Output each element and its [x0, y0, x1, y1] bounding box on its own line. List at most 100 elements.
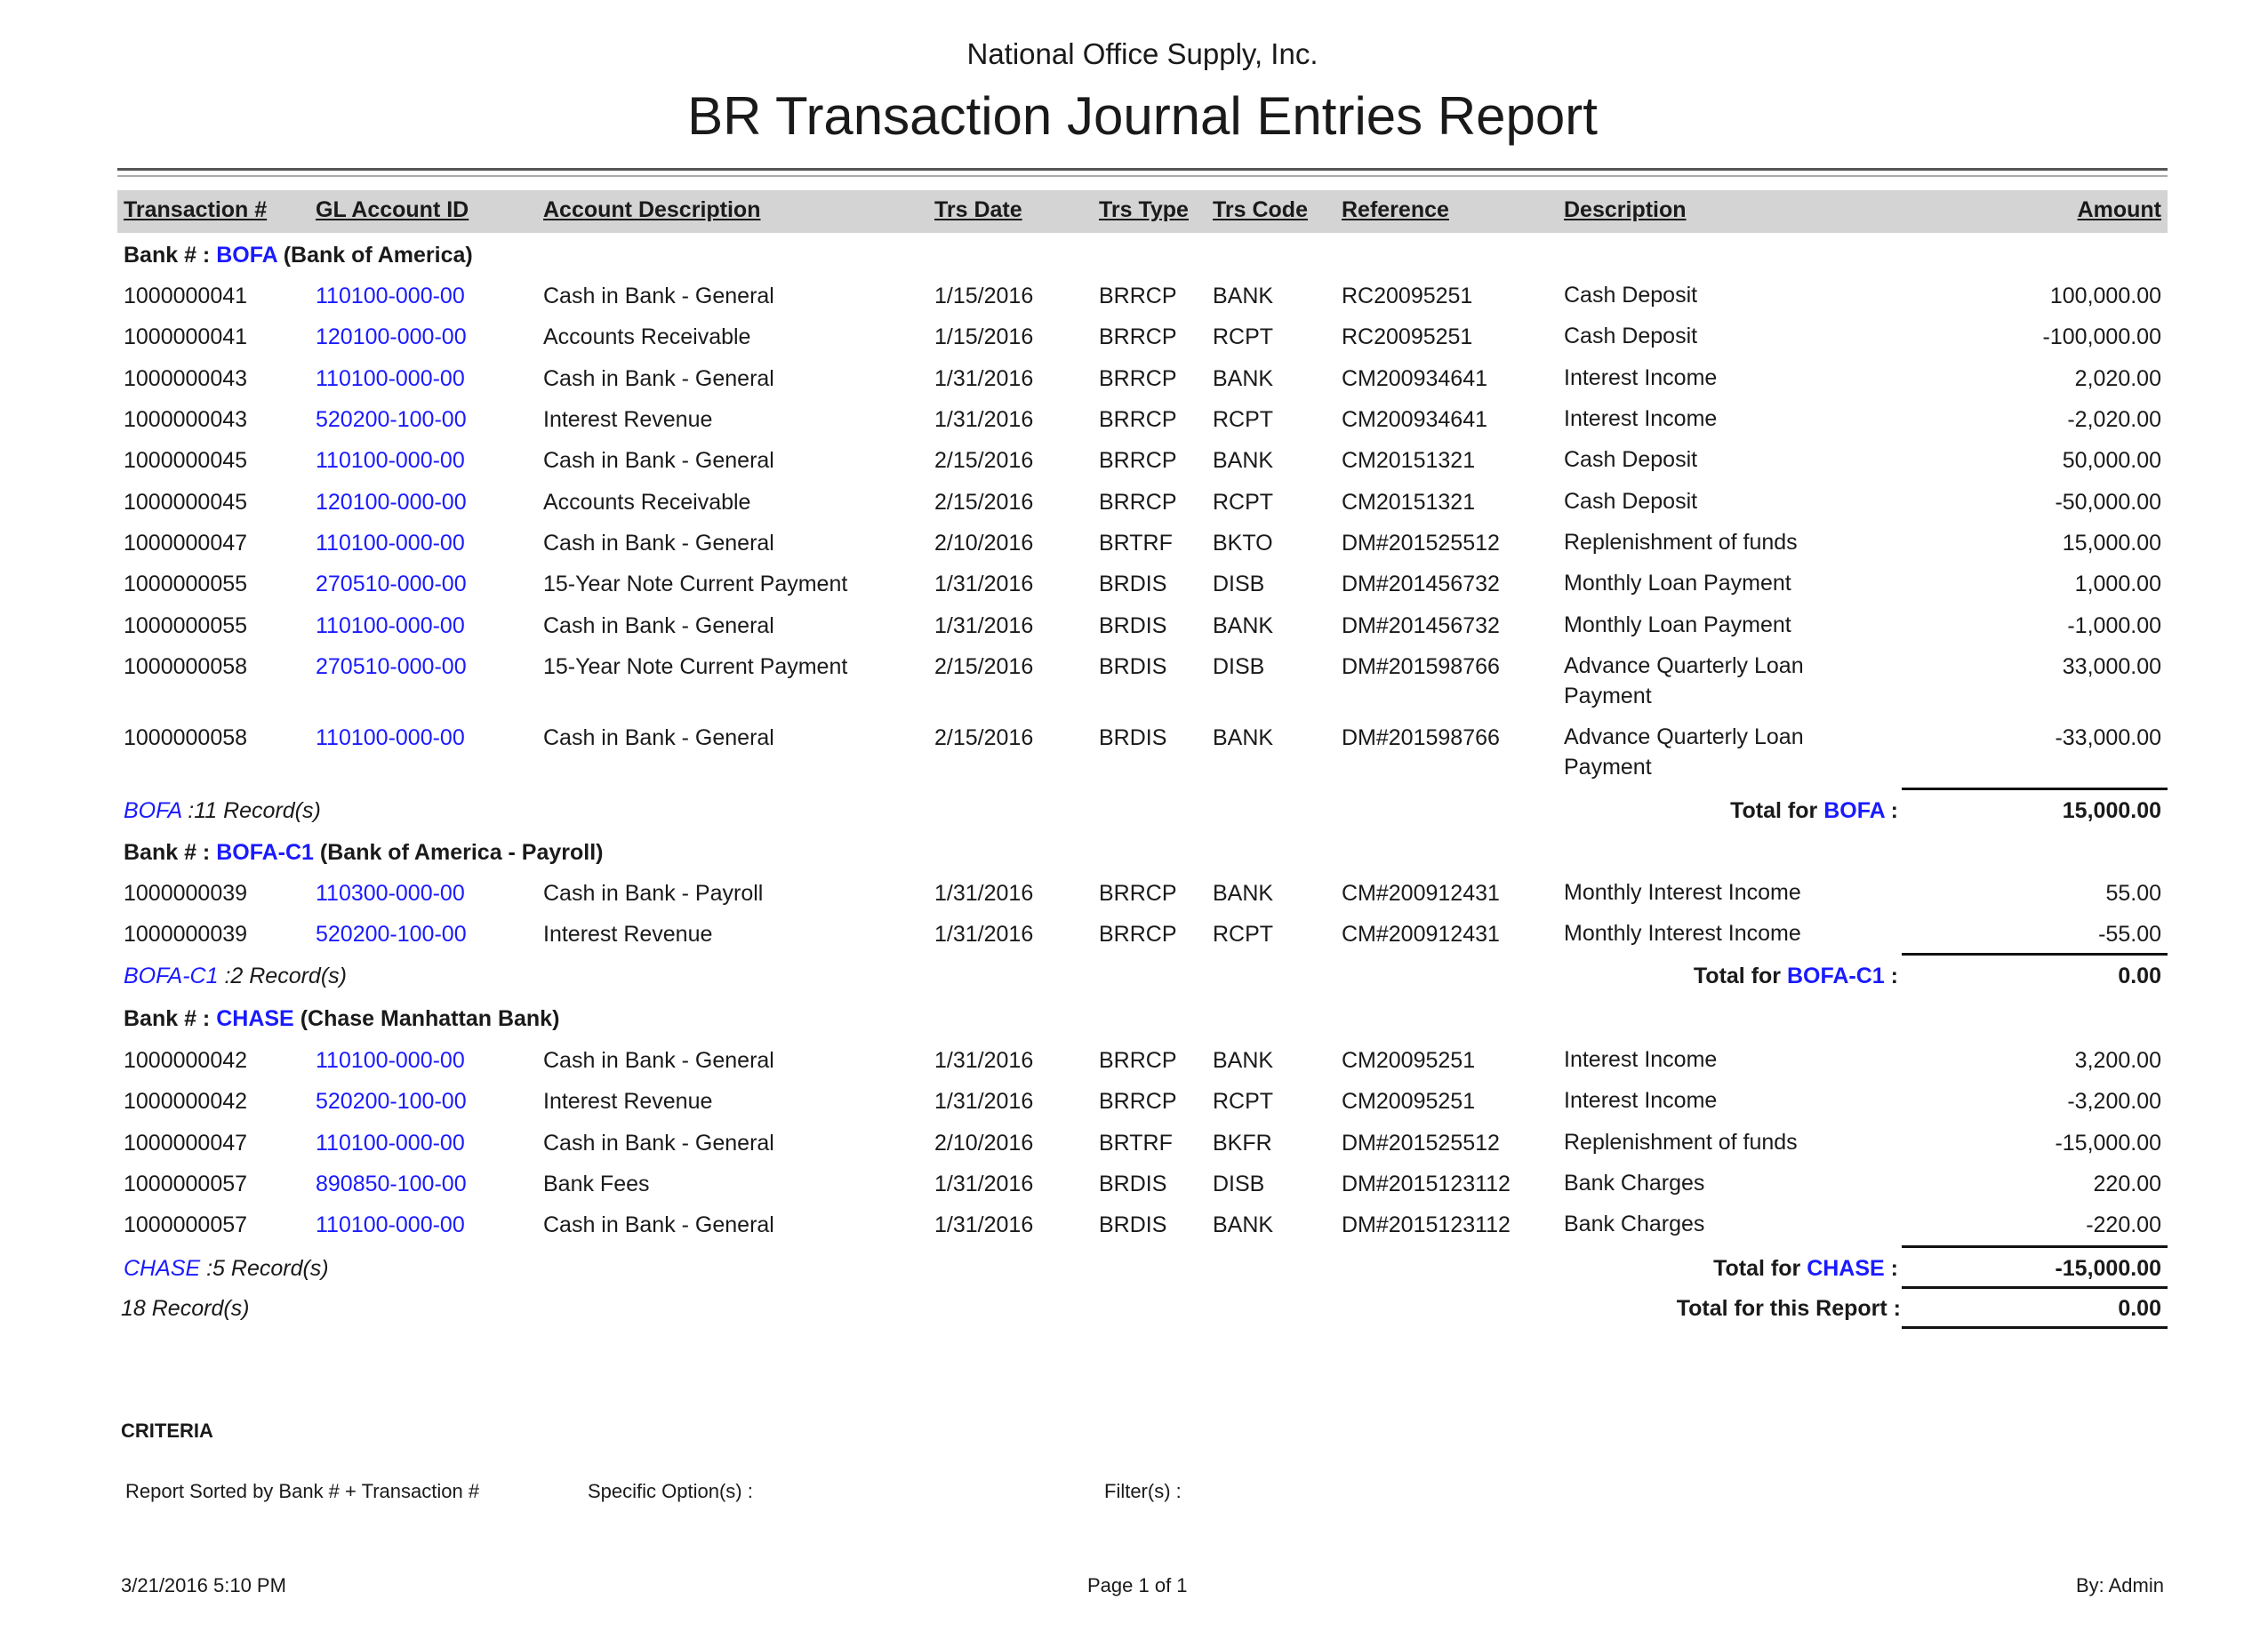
cell-amount: 3,200.00 — [2074, 1048, 2161, 1073]
cell-gl-account-id[interactable]: 520200-100-00 — [316, 1089, 467, 1114]
cell-description: Cash Deposit — [1564, 489, 1698, 514]
column-header-reference[interactable]: Reference — [1342, 197, 1449, 222]
cell-reference: DM#201525512 — [1342, 1131, 1500, 1156]
cell-transaction-number: 1000000057 — [124, 1172, 248, 1196]
bank-group-header: Bank # : BOFA (Bank of America) — [124, 243, 473, 268]
cell-reference: RC20095251 — [1342, 324, 1473, 349]
cell-amount: -3,200.00 — [2067, 1089, 2161, 1114]
total-for-text: Total for — [1730, 798, 1818, 823]
cell-reference: DM#201598766 — [1342, 725, 1500, 750]
cell-trs-type: BRRCP — [1099, 881, 1177, 906]
cell-account-description: Bank Fees — [543, 1172, 650, 1196]
column-header-band — [117, 190, 2168, 233]
cell-account-description: Cash in Bank - General — [543, 725, 774, 750]
bank-total-label: Total for CHASE : — [1713, 1256, 1898, 1281]
cell-trs-code: DISB — [1213, 572, 1265, 596]
footer-print-date: 3/21/2016 5:10 PM — [121, 1574, 286, 1596]
footer-user: By: Admin — [2075, 1574, 2164, 1596]
cell-reference: CM20151321 — [1342, 490, 1476, 515]
cell-trs-date: 2/10/2016 — [934, 1131, 1034, 1156]
cell-amount: -1,000.00 — [2067, 613, 2161, 638]
column-header-transaction-number[interactable]: Transaction # — [124, 197, 268, 222]
cell-trs-code: BKTO — [1213, 531, 1273, 556]
cell-trs-code: RCPT — [1213, 490, 1274, 515]
bank-label: Bank # : — [124, 243, 211, 268]
cell-transaction-number: 1000000041 — [124, 324, 248, 349]
cell-trs-code: RCPT — [1213, 1089, 1274, 1114]
cell-gl-account-id[interactable]: 520200-100-00 — [316, 407, 467, 432]
column-header-account-description[interactable]: Account Description — [543, 197, 761, 222]
cell-trs-type: BRDIS — [1099, 572, 1167, 596]
total-for-text: Total for — [1693, 964, 1782, 988]
cell-gl-account-id[interactable]: 110100-000-00 — [316, 1212, 465, 1237]
cell-trs-type: BRRCP — [1099, 1089, 1177, 1114]
cell-gl-account-id[interactable]: 110100-000-00 — [316, 613, 465, 638]
cell-description: Bank Charges — [1564, 1171, 1705, 1196]
bank-code-link[interactable]: CHASE — [124, 1256, 201, 1281]
cell-description: Monthly Loan Payment — [1564, 612, 1791, 637]
bank-code-link[interactable]: BOFA — [124, 798, 182, 823]
column-header-description[interactable]: Description — [1564, 197, 1687, 222]
criteria-title: CRITERIA — [121, 1420, 213, 1442]
cell-amount: -100,000.00 — [2042, 324, 2161, 349]
cell-amount: 55.00 — [2105, 881, 2161, 906]
record-count-text: :2 Record(s) — [224, 964, 347, 988]
column-header-amount[interactable]: Amount — [2077, 197, 2161, 222]
cell-transaction-number: 1000000057 — [124, 1212, 248, 1237]
cell-amount: 100,000.00 — [2049, 284, 2161, 308]
cell-gl-account-id[interactable]: 110100-000-00 — [316, 366, 465, 391]
bank-name: (Chase Manhattan Bank) — [300, 1006, 560, 1031]
cell-transaction-number: 1000000047 — [124, 1131, 248, 1156]
column-header-trs-date[interactable]: Trs Date — [934, 197, 1022, 222]
cell-amount: -15,000.00 — [2055, 1131, 2161, 1156]
column-header-gl-account-id[interactable]: GL Account ID — [316, 197, 469, 222]
cell-trs-date: 1/31/2016 — [934, 1172, 1034, 1196]
cell-gl-account-id[interactable]: 110100-000-00 — [316, 1048, 465, 1073]
bank-code-link[interactable]: BOFA-C1 — [124, 964, 219, 988]
cell-trs-date: 2/15/2016 — [934, 448, 1034, 473]
cell-account-description: Cash in Bank - Payroll — [543, 881, 764, 906]
cell-trs-type: BRDIS — [1099, 1212, 1167, 1237]
bank-code-link[interactable]: BOFA-C1 — [1786, 964, 1885, 988]
cell-gl-account-id[interactable]: 110100-000-00 — [316, 448, 465, 473]
cell-trs-type: BRRCP — [1099, 324, 1177, 349]
cell-reference: DM#201525512 — [1342, 531, 1500, 556]
cell-account-description: Cash in Bank - General — [543, 1131, 774, 1156]
bank-code-link[interactable]: BOFA — [216, 243, 277, 268]
bank-code-link[interactable]: CHASE — [216, 1006, 294, 1031]
record-count-text: :5 Record(s) — [206, 1256, 329, 1281]
cell-account-description: Cash in Bank - General — [543, 531, 774, 556]
cell-trs-date: 1/31/2016 — [934, 1212, 1034, 1237]
cell-amount: 50,000.00 — [2062, 448, 2161, 473]
cell-gl-account-id[interactable]: 890850-100-00 — [316, 1172, 467, 1196]
cell-gl-account-id[interactable]: 520200-100-00 — [316, 922, 467, 947]
cell-trs-date: 2/10/2016 — [934, 531, 1034, 556]
bank-record-count: CHASE :5 Record(s) — [124, 1256, 329, 1282]
cell-gl-account-id[interactable]: 110100-000-00 — [316, 284, 465, 308]
column-header-trs-type[interactable]: Trs Type — [1099, 197, 1189, 222]
cell-amount: 2,020.00 — [2074, 366, 2161, 391]
cell-trs-date: 2/15/2016 — [934, 654, 1034, 679]
cell-gl-account-id[interactable]: 110100-000-00 — [316, 1131, 465, 1156]
column-header-trs-code[interactable]: Trs Code — [1213, 197, 1308, 222]
bank-code-link[interactable]: BOFA-C1 — [216, 840, 314, 865]
bank-code-link[interactable]: BOFA — [1823, 798, 1885, 823]
cell-trs-type: BRDIS — [1099, 725, 1167, 750]
cell-amount: -2,020.00 — [2067, 407, 2161, 432]
bank-total-underline — [1902, 788, 2168, 790]
cell-gl-account-id[interactable]: 270510-000-00 — [316, 572, 467, 596]
cell-trs-code: BANK — [1213, 613, 1274, 638]
cell-trs-date: 2/15/2016 — [934, 490, 1034, 515]
cell-gl-account-id[interactable]: 110100-000-00 — [316, 725, 465, 750]
cell-gl-account-id[interactable]: 120100-000-00 — [316, 324, 467, 349]
cell-gl-account-id[interactable]: 110300-000-00 — [316, 881, 465, 906]
cell-gl-account-id[interactable]: 120100-000-00 — [316, 490, 467, 515]
bank-group-header: Bank # : CHASE (Chase Manhattan Bank) — [124, 1006, 559, 1032]
cell-gl-account-id[interactable]: 270510-000-00 — [316, 654, 467, 679]
bank-total-value: 0.00 — [2118, 964, 2161, 988]
cell-gl-account-id[interactable]: 110100-000-00 — [316, 531, 465, 556]
cell-reference: CM200934641 — [1342, 407, 1488, 432]
cell-description: Monthly Interest Income — [1564, 880, 1801, 905]
bank-code-link[interactable]: CHASE — [1807, 1256, 1885, 1281]
cell-description: Monthly Interest Income — [1564, 921, 1801, 946]
